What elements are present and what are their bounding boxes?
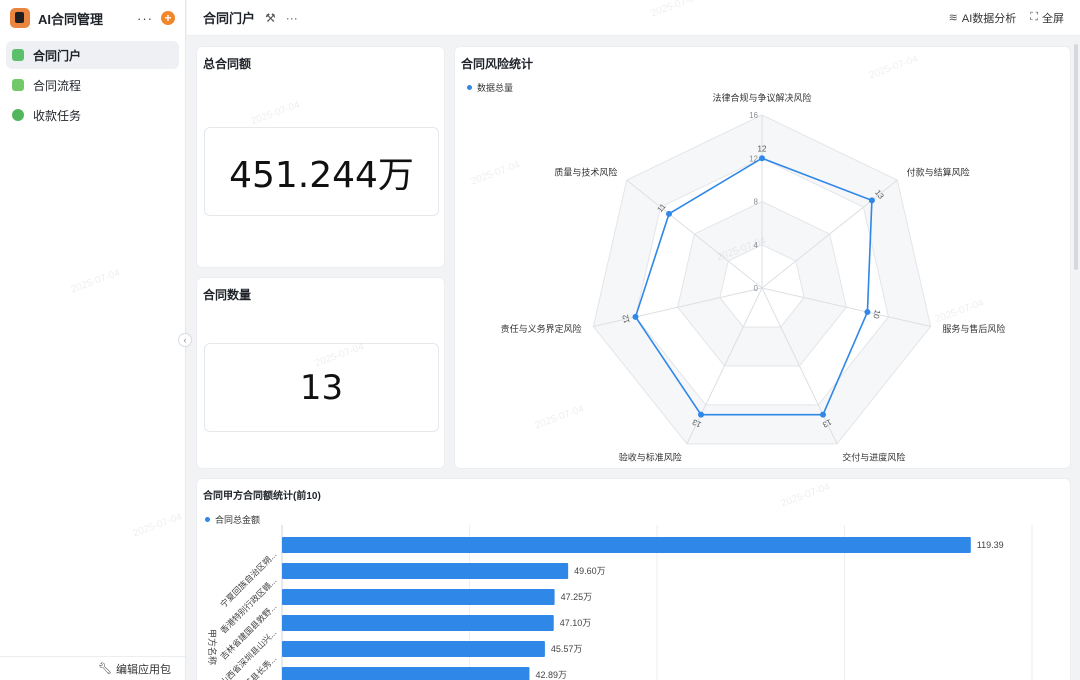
add-button[interactable]: + (161, 11, 175, 25)
radar-tick-label: 16 (749, 111, 758, 120)
bar-value-label: 119.39 (977, 540, 1004, 550)
settings-wrench-icon[interactable]: ⚒︎ (265, 10, 276, 25)
sidebar: AI合同管理 ··· + 合同门户 合同流程 收款任务 🔧︎ 编辑应用包 (0, 0, 186, 680)
radar-data-label: 10 (871, 309, 882, 320)
contract-count-title: 合同数量 (203, 288, 252, 302)
radar-axis-line (686, 287, 763, 445)
bar-value-label: 47.10万 (560, 618, 592, 628)
legend-dot (467, 85, 472, 90)
edit-app-package-label: 编辑应用包 (116, 663, 171, 676)
risk-stats-card: 合同风险统计 数据总量 0 4 8 12 16 法律合规与争议解决风险付款与结算风险服务与… (454, 46, 1071, 469)
coin-icon (12, 109, 24, 121)
radar-axis-line (761, 287, 838, 445)
contract-count-value: 13 (204, 343, 439, 432)
ai-analysis-icon: ≋ (948, 12, 958, 24)
ai-analysis-label: AI数据分析 (961, 12, 1017, 25)
bar (282, 667, 530, 680)
ai-analysis-button[interactable]: ≋ AI数据分析 (949, 10, 1017, 26)
bar (282, 563, 569, 579)
fullscreen-icon: ⛶ (1030, 11, 1038, 23)
radar-data-label: 12 (621, 313, 632, 324)
more-options-icon[interactable]: ··· (285, 10, 298, 25)
radar-data-point (864, 309, 871, 316)
total-amount-value: 451.244万 (204, 127, 439, 216)
radar-axis-label: 交付与进度风险 (842, 452, 905, 463)
bar-value-label: 42.89万 (535, 670, 567, 680)
bar-value-label: 47.25万 (561, 592, 593, 602)
edit-app-package-button[interactable]: 🔧︎ 编辑应用包 (0, 656, 185, 680)
radar-legend-label: 数据总量 (477, 83, 514, 93)
document-icon (12, 79, 24, 91)
fullscreen-label: 全屏 (1042, 12, 1064, 25)
radar-axis-label: 责任与义务界定风险 (501, 323, 582, 334)
page-scrollbar[interactable] (1074, 44, 1078, 270)
sidebar-header: AI合同管理 ··· + (0, 0, 185, 36)
radar-tick-label: 4 (754, 241, 759, 250)
sidebar-item-contract-process[interactable]: 合同流程 (6, 71, 179, 99)
radar-axis-line (593, 287, 763, 327)
collapse-sidebar-button[interactable]: ‹ (178, 333, 192, 347)
radar-data-label: 13 (690, 417, 702, 429)
bar (282, 537, 971, 553)
radar-tick-label: 8 (754, 198, 759, 207)
radar-data-label: 12 (758, 144, 767, 153)
bar-value-label: 45.57万 (551, 644, 583, 654)
contract-count-card: 合同数量 13 (196, 277, 445, 469)
radar-axis-label: 付款与结算风险 (907, 167, 970, 178)
radar-data-point (666, 210, 673, 217)
app-logo-icon (10, 8, 30, 28)
radar-data-point (759, 155, 765, 162)
radar-tick-label: 12 (749, 154, 758, 163)
total-amount-card: 总合同额 451.244万 (196, 46, 445, 268)
radar-axis-label: 质量与技术风险 (554, 167, 617, 178)
sidebar-item-label: 合同流程 (33, 78, 82, 93)
total-amount-title: 总合同额 (203, 57, 252, 71)
sidebar-item-payment-tasks[interactable]: 收款任务 (6, 101, 179, 129)
bar (282, 615, 554, 631)
radar-data-label: 13 (821, 417, 833, 429)
sidebar-item-contract-portal[interactable]: 合同门户 (6, 41, 179, 69)
bar-value-label: 49.60万 (574, 566, 606, 576)
page-title: 合同门户 (203, 11, 256, 26)
sidebar-item-label: 收款任务 (33, 108, 82, 123)
bar-y-axis-title: 甲方名称 (207, 629, 218, 665)
radar-data-point (819, 411, 826, 418)
portal-icon (12, 49, 24, 61)
radar-series-line (634, 157, 873, 416)
more-options-icon[interactable]: ··· (137, 10, 153, 26)
radar-axis-line (626, 179, 763, 289)
radar-axis-line (761, 287, 931, 327)
radar-tick-label: 0 (754, 284, 759, 293)
radar-legend[interactable]: 数据总量 (467, 81, 513, 94)
bar (282, 641, 545, 657)
radar-data-point (868, 197, 875, 204)
bar (282, 589, 555, 605)
fullscreen-button[interactable]: ⛶ 全屏 (1030, 10, 1064, 26)
radar-axis-label: 服务与售后风险 (942, 323, 1005, 334)
app-name: AI合同管理 (38, 11, 104, 27)
bar-chart-title: 合同甲方合同额统计(前10) (203, 491, 321, 502)
legend-dot (205, 517, 210, 522)
party-amount-card: 合同甲方合同额统计(前10) 合同总金额 119.39 宁夏回族自治区朔... 49… (196, 478, 1071, 680)
radar-axis-line (761, 179, 898, 289)
radar-axis-label: 法律合规与争议解决风险 (712, 92, 811, 103)
risk-chart-title: 合同风险统计 (461, 57, 534, 71)
sidebar-item-label: 合同门户 (33, 48, 82, 63)
radar-data-point (698, 411, 705, 418)
bar-legend[interactable]: 合同总金额 (205, 513, 260, 526)
top-bar: 合同门户 ⚒︎ ··· ≋ AI数据分析 ⛶ 全屏 (187, 0, 1080, 36)
bar-legend-label: 合同总金额 (215, 515, 261, 525)
radar-axis-label: 验收与标准风险 (619, 452, 682, 463)
wrench-icon: 🔧︎ (98, 663, 112, 675)
radar-data-point (632, 313, 639, 320)
